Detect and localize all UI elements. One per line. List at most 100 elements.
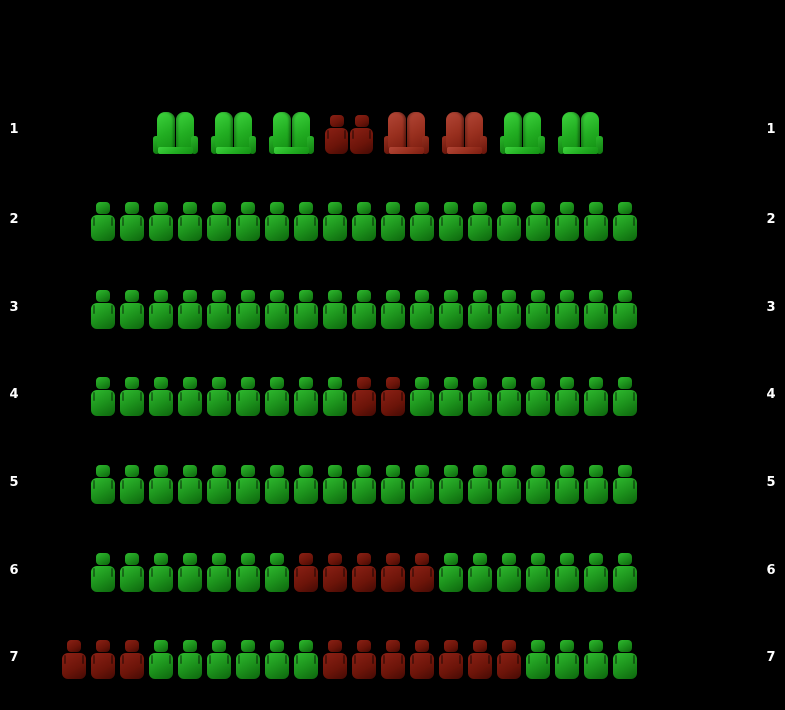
seat-row4-19-available[interactable] — [613, 377, 637, 416]
seat-row4-6-available[interactable] — [236, 377, 260, 416]
seat-row6-13-available[interactable] — [439, 553, 463, 592]
seat-row3-7-available[interactable] — [265, 290, 289, 329]
seat-row4-18-available[interactable] — [584, 377, 608, 416]
seat-row3-1-available[interactable] — [91, 290, 115, 329]
seat-row5-8-available[interactable] — [294, 465, 318, 504]
sofa-row1-3-available[interactable] — [269, 112, 314, 154]
seat-row5-3-available[interactable] — [149, 465, 173, 504]
seat-row2-2-available[interactable] — [120, 202, 144, 241]
seat-row7-19-available[interactable] — [584, 640, 608, 679]
seat-row5-14-available[interactable] — [468, 465, 492, 504]
seat-row7-20-available[interactable] — [613, 640, 637, 679]
seat-row4-2-available[interactable] — [120, 377, 144, 416]
seat-row3-9-available[interactable] — [323, 290, 347, 329]
sofa-row1-2-available[interactable] — [211, 112, 256, 154]
seat-row3-14-available[interactable] — [468, 290, 492, 329]
seat-row6-15-available[interactable] — [497, 553, 521, 592]
seat-row4-9-available[interactable] — [323, 377, 347, 416]
seat-row5-16-available[interactable] — [526, 465, 550, 504]
seat-row3-3-available[interactable] — [149, 290, 173, 329]
seat-row3-16-available[interactable] — [526, 290, 550, 329]
seat-row6-16-available[interactable] — [526, 553, 550, 592]
seat-row6-5-available[interactable] — [207, 553, 231, 592]
seat-row5-6-available[interactable] — [236, 465, 260, 504]
seat-row2-7-available[interactable] — [265, 202, 289, 241]
seat-row4-4-available[interactable] — [178, 377, 202, 416]
seat-row2-8-available[interactable] — [294, 202, 318, 241]
seat-row2-12-available[interactable] — [410, 202, 434, 241]
seat-row3-4-available[interactable] — [178, 290, 202, 329]
seat-row4-1-available[interactable] — [91, 377, 115, 416]
seat-row3-19-available[interactable] — [613, 290, 637, 329]
seat-row5-7-available[interactable] — [265, 465, 289, 504]
seat-row3-18-available[interactable] — [584, 290, 608, 329]
seat-row3-17-available[interactable] — [555, 290, 579, 329]
seat-row4-14-available[interactable] — [468, 377, 492, 416]
seat-row6-4-available[interactable] — [178, 553, 202, 592]
sofa-row1-1-available[interactable] — [153, 112, 198, 154]
sofa-row1-8-available[interactable] — [558, 112, 603, 154]
seat-row4-13-available[interactable] — [439, 377, 463, 416]
seat-row5-18-available[interactable] — [584, 465, 608, 504]
sofa-row1-7-available[interactable] — [500, 112, 545, 154]
seat-row5-15-available[interactable] — [497, 465, 521, 504]
seat-row3-15-available[interactable] — [497, 290, 521, 329]
seat-row4-12-available[interactable] — [410, 377, 434, 416]
seat-row2-5-available[interactable] — [207, 202, 231, 241]
seat-row5-2-available[interactable] — [120, 465, 144, 504]
seat-row2-19-available[interactable] — [613, 202, 637, 241]
seat-row4-7-available[interactable] — [265, 377, 289, 416]
seat-row6-19-available[interactable] — [613, 553, 637, 592]
seat-row6-18-available[interactable] — [584, 553, 608, 592]
seat-row5-5-available[interactable] — [207, 465, 231, 504]
seat-row4-3-available[interactable] — [149, 377, 173, 416]
seat-row6-2-available[interactable] — [120, 553, 144, 592]
seat-row7-6-available[interactable] — [207, 640, 231, 679]
seat-row2-9-available[interactable] — [323, 202, 347, 241]
seat-row3-13-available[interactable] — [439, 290, 463, 329]
seat-row2-13-available[interactable] — [439, 202, 463, 241]
seat-row5-1-available[interactable] — [91, 465, 115, 504]
seat-row2-3-available[interactable] — [149, 202, 173, 241]
seat-row2-16-available[interactable] — [526, 202, 550, 241]
seat-row6-6-available[interactable] — [236, 553, 260, 592]
seat-row7-18-available[interactable] — [555, 640, 579, 679]
seat-row4-15-available[interactable] — [497, 377, 521, 416]
seat-row5-12-available[interactable] — [410, 465, 434, 504]
seat-row7-5-available[interactable] — [178, 640, 202, 679]
seat-row3-12-available[interactable] — [410, 290, 434, 329]
seat-row6-3-available[interactable] — [149, 553, 173, 592]
seat-row2-11-available[interactable] — [381, 202, 405, 241]
seat-row7-7-available[interactable] — [236, 640, 260, 679]
seat-row3-8-available[interactable] — [294, 290, 318, 329]
seat-row3-10-available[interactable] — [352, 290, 376, 329]
seat-row2-10-available[interactable] — [352, 202, 376, 241]
seat-row2-17-available[interactable] — [555, 202, 579, 241]
seat-row7-4-available[interactable] — [149, 640, 173, 679]
seat-row4-8-available[interactable] — [294, 377, 318, 416]
seat-row6-14-available[interactable] — [468, 553, 492, 592]
seat-row5-13-available[interactable] — [439, 465, 463, 504]
seat-row7-17-available[interactable] — [526, 640, 550, 679]
seat-row7-8-available[interactable] — [265, 640, 289, 679]
seat-row3-5-available[interactable] — [207, 290, 231, 329]
seat-row7-9-available[interactable] — [294, 640, 318, 679]
seat-row2-1-available[interactable] — [91, 202, 115, 241]
seat-row5-9-available[interactable] — [323, 465, 347, 504]
seat-row5-17-available[interactable] — [555, 465, 579, 504]
seat-row4-16-available[interactable] — [526, 377, 550, 416]
seat-row3-2-available[interactable] — [120, 290, 144, 329]
seat-row6-1-available[interactable] — [91, 553, 115, 592]
seat-row6-7-available[interactable] — [265, 553, 289, 592]
seat-row4-17-available[interactable] — [555, 377, 579, 416]
seat-row5-4-available[interactable] — [178, 465, 202, 504]
seat-row3-6-available[interactable] — [236, 290, 260, 329]
seat-row4-5-available[interactable] — [207, 377, 231, 416]
seat-row2-14-available[interactable] — [468, 202, 492, 241]
seat-row3-11-available[interactable] — [381, 290, 405, 329]
seat-row2-4-available[interactable] — [178, 202, 202, 241]
seat-row6-17-available[interactable] — [555, 553, 579, 592]
seat-row5-19-available[interactable] — [613, 465, 637, 504]
seat-row2-18-available[interactable] — [584, 202, 608, 241]
seat-row5-11-available[interactable] — [381, 465, 405, 504]
